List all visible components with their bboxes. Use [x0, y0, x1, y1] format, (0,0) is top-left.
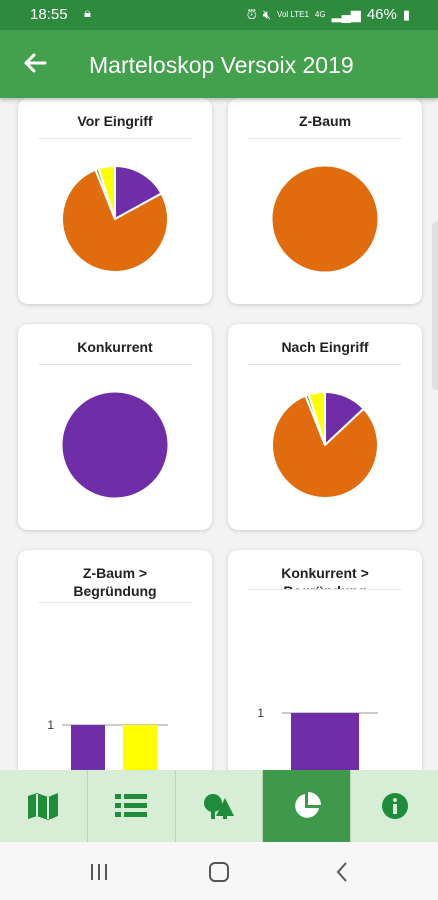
pie-slice-0	[61, 391, 169, 499]
chart-title: Konkurrent	[77, 339, 153, 355]
battery-level: 46%	[366, 6, 397, 23]
divider	[38, 602, 192, 603]
bar-0	[71, 725, 105, 770]
y-tick-label-1: 1	[257, 706, 264, 720]
divider	[248, 138, 402, 139]
bottom-nav	[0, 770, 438, 842]
divider	[38, 364, 192, 365]
mute-icon: 🔇︎	[262, 6, 272, 22]
pie-chart	[271, 165, 379, 273]
nav-item-statistics[interactable]	[263, 770, 352, 842]
pie-chart	[61, 391, 169, 499]
nav-item-info[interactable]	[351, 770, 438, 842]
trees-icon	[203, 794, 234, 819]
pie-slice-1	[271, 394, 379, 499]
chart-card-vor-eingriff: Vor Eingriff	[18, 98, 212, 304]
bar-1	[123, 725, 157, 770]
app-bar: Marteloskop Versoix 2019	[0, 30, 438, 98]
pie-slice-0	[114, 165, 163, 220]
status-icons: ⏰︎ 🔇︎ Vol LTE1 4G ▂▄▆ 46% ▮	[247, 6, 410, 23]
pie-slice-3	[97, 164, 116, 220]
chart-title: Vor Eingriff	[77, 113, 153, 129]
charts-grid[interactable]: Vor Eingriff Z-Baum Konkurrent Nach Eing…	[0, 98, 438, 770]
bar-0	[291, 713, 359, 770]
info-icon	[381, 793, 408, 819]
signal-label: 4G	[314, 10, 326, 19]
chart-card-konkurrent: Konkurrent	[18, 324, 212, 530]
pie-chart-icon	[294, 792, 321, 818]
battery-icon: ▮	[402, 6, 410, 22]
chart-title-line1: Z-Baum >	[82, 565, 148, 581]
chart-card-z-baum-begruendung: Z-Baum > Begründung 01	[18, 550, 212, 770]
page-title: Marteloskop Versoix 2019	[89, 52, 354, 78]
status-time: 18:55	[30, 6, 68, 23]
nav-item-trees[interactable]	[176, 770, 264, 842]
y-tick-label-1: 1	[47, 718, 54, 732]
chart-title-line2: Begründung	[73, 583, 157, 599]
recent-apps-icon[interactable]	[84, 858, 114, 886]
back-icon[interactable]	[328, 858, 358, 886]
pie-chart	[61, 164, 169, 273]
pie-slice-1	[61, 168, 169, 273]
chart-title: Z-Baum	[298, 113, 352, 129]
network-label: Vol LTE1	[277, 10, 309, 19]
divider	[248, 589, 402, 590]
chart-title-line2: Begründung	[228, 582, 422, 589]
signal-icon: ▂▄▆	[331, 6, 361, 22]
pie-slice-0	[271, 165, 379, 273]
chart-title-line1: Konkurrent >	[281, 565, 369, 581]
nav-item-list[interactable]	[88, 770, 176, 842]
arrow-left-icon[interactable]	[20, 48, 50, 78]
pie-chart	[271, 390, 379, 499]
chart-title: Nach Eingriff	[281, 339, 369, 355]
nav-item-map[interactable]	[0, 770, 88, 842]
home-icon[interactable]	[204, 858, 234, 886]
chart-card-konkurrent-begruendung: Konkurrent > Begründung 01	[228, 550, 422, 770]
edge-panel-handle[interactable]	[432, 222, 438, 390]
chart-card-z-baum: Z-Baum	[228, 98, 422, 304]
pie-slice-3	[307, 390, 326, 446]
map-icon	[28, 793, 59, 820]
list-icon	[115, 794, 148, 817]
alarm-icon: ⏰︎	[246, 6, 257, 22]
bar-chart: 01	[257, 706, 378, 770]
lock-icon: 🔒︎	[84, 5, 91, 20]
system-nav-bar	[0, 842, 438, 900]
divider	[38, 138, 192, 139]
bar-chart: 01	[47, 718, 168, 770]
status-bar: 18:55 🔒︎ ⏰︎ 🔇︎ Vol LTE1 4G ▂▄▆ 46% ▮	[0, 0, 438, 30]
divider	[248, 364, 402, 365]
chart-card-nach-eingriff: Nach Eingriff	[228, 324, 422, 530]
